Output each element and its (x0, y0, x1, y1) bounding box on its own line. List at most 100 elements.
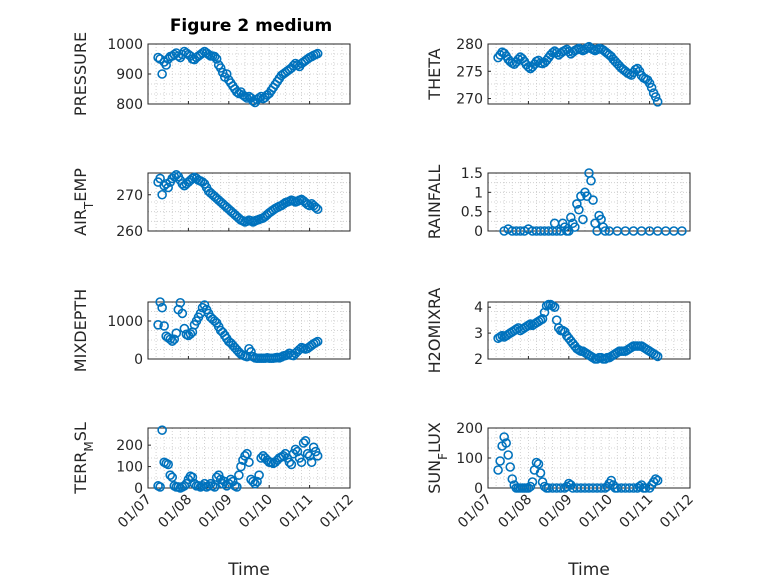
y-tick-label: 1 (474, 185, 483, 201)
data-point (525, 319, 536, 329)
data-point (547, 301, 558, 311)
data-point (586, 175, 596, 186)
data-point (555, 483, 566, 493)
data-point (600, 354, 610, 364)
data-point (306, 457, 317, 468)
data-point (551, 315, 562, 325)
data-point (495, 456, 505, 466)
data-point (155, 297, 165, 307)
panel-5: 2 3 4 H2OMIXRA (425, 288, 691, 373)
data-point (159, 321, 169, 331)
data-point (187, 472, 198, 483)
data-point (513, 54, 524, 65)
data-point (155, 482, 165, 492)
data-point (650, 350, 661, 360)
y-tick-label: 1000 (107, 314, 143, 330)
data-point (505, 462, 516, 472)
data-point (539, 307, 550, 318)
data-point (312, 48, 323, 59)
y-axis-label: SUNFLUX (425, 422, 450, 494)
data-point (551, 226, 562, 236)
data-point (304, 200, 315, 211)
data-point (501, 438, 511, 448)
data-point (535, 315, 546, 325)
y-tick-label: 1000 (107, 37, 143, 53)
y-tick-label: 1.5 (461, 166, 483, 182)
data-point (503, 450, 514, 460)
data-point (523, 320, 534, 331)
data-point (499, 432, 509, 442)
data-point (175, 297, 186, 308)
y-tick-label: 100 (116, 460, 143, 476)
data-point (185, 329, 196, 339)
y-tick-label: 3 (474, 326, 483, 342)
data-point (248, 476, 258, 487)
data-point (199, 300, 210, 310)
data-point (209, 51, 220, 62)
y-axis-label: AIRTEMP (71, 168, 96, 236)
data-point (570, 222, 580, 232)
y-tick-label: 0 (474, 224, 483, 240)
y-axis-label: RAINFALL (425, 165, 444, 240)
y-tick-label: 100 (456, 451, 483, 467)
data-point (254, 470, 264, 480)
y-tick-label: 270 (456, 92, 483, 108)
data-point (209, 482, 220, 492)
y-tick-label: 275 (456, 64, 483, 80)
data-point (310, 202, 321, 213)
data-point (302, 448, 313, 459)
data-point (242, 448, 252, 459)
data-point (533, 459, 544, 469)
data-point (163, 182, 173, 193)
data-point (177, 308, 188, 319)
data-point (574, 345, 584, 355)
figure-title: Figure 2 medium (170, 16, 332, 36)
data-point (221, 69, 232, 79)
x-tick-label: 01/10 (576, 492, 616, 532)
grid (488, 44, 690, 104)
data-point (312, 204, 323, 215)
y-axis-label: TERRMSL (71, 422, 96, 495)
data-point (290, 444, 301, 455)
data-point (549, 302, 560, 312)
data-point (197, 48, 208, 58)
data-point (566, 212, 576, 223)
x-tick-label: 01/09 (536, 492, 576, 532)
y-tick-label: 800 (116, 97, 143, 113)
y-tick-label: 0 (474, 481, 483, 497)
x-tick-label: 01/09 (196, 492, 236, 532)
data-point (215, 63, 226, 73)
data-point (531, 457, 542, 468)
data-point (606, 475, 617, 486)
x-tick-label: 01/10 (236, 492, 276, 532)
data-point (525, 481, 536, 492)
y-axis-label: THETA (425, 48, 444, 100)
y-tick-label: 280 (456, 37, 483, 53)
data-point (298, 438, 309, 448)
data-point (244, 457, 254, 468)
data-point (296, 457, 307, 468)
data-point (240, 91, 250, 102)
data-point (652, 97, 663, 107)
panel-3: 0 0.5 1 1.5 RAINFALL (425, 165, 691, 240)
data-point (572, 199, 582, 209)
data-point (254, 93, 264, 103)
data-point (632, 63, 643, 74)
data-point (578, 214, 588, 225)
data-point (177, 179, 188, 189)
data-point (250, 478, 260, 489)
data-point (211, 54, 222, 64)
data-point (167, 472, 178, 483)
panel-6: 0 100 200 TERRMSL 01/07 01/08 01/09 01/10 01/11 0… (71, 422, 357, 580)
data-point (256, 453, 266, 463)
panel-2: 260 270 AIRTEMP (71, 168, 351, 240)
data-point (167, 336, 178, 346)
data-point (157, 425, 167, 435)
data-point (497, 330, 507, 341)
x-tick-label: 01/12 (317, 492, 357, 532)
data-point (588, 195, 598, 205)
data-point (157, 69, 167, 79)
data-point (236, 461, 246, 472)
